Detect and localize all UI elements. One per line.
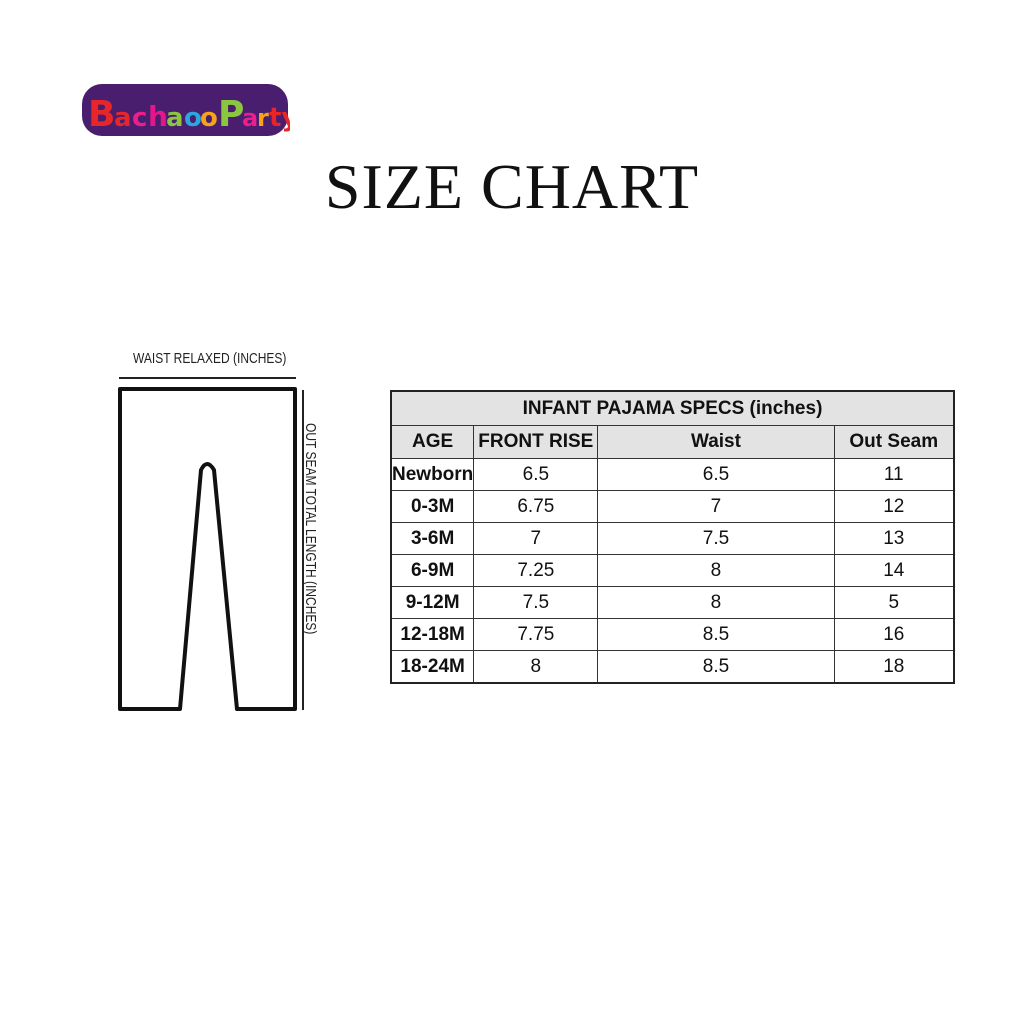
svg-text:h: h — [148, 100, 168, 133]
cell-age: 6-9M — [390, 554, 475, 587]
cell-age: 18-24M — [390, 650, 475, 684]
cell-front-rise: 7.5 — [473, 586, 599, 619]
cell-waist: 8 — [597, 586, 835, 619]
cell-age: 9-12M — [390, 586, 475, 619]
cell-front-rise: 7.75 — [473, 618, 599, 651]
table-row: 0-3M 6.75 7 12 — [390, 490, 955, 523]
header-front-rise: FRONT RISE — [473, 425, 599, 459]
cell-front-rise: 6.5 — [473, 458, 599, 491]
cell-out-seam: 16 — [833, 618, 955, 651]
svg-text:o: o — [200, 103, 218, 133]
waist-label: WAIST RELAXED (INCHES) — [133, 350, 287, 367]
cell-out-seam: 12 — [833, 490, 955, 523]
size-table: INFANT PAJAMA SPECS (inches) AGE FRONT R… — [390, 390, 955, 684]
svg-text:a: a — [242, 104, 258, 132]
cell-front-rise: 8 — [473, 650, 599, 684]
cell-out-seam: 18 — [833, 650, 955, 684]
svg-text:ty: ty — [269, 103, 290, 133]
cell-out-seam: 5 — [833, 586, 955, 619]
cell-out-seam: 13 — [833, 522, 955, 555]
cell-waist: 8.5 — [597, 618, 835, 651]
header-age: AGE — [390, 425, 475, 459]
header-out-seam: Out Seam — [833, 425, 955, 459]
table-header-row: AGE FRONT RISE Waist Out Seam — [390, 425, 955, 459]
cell-waist: 7.5 — [597, 522, 835, 555]
table-row: Newborn 6.5 6.5 11 — [390, 458, 955, 491]
svg-text:r: r — [257, 104, 269, 132]
svg-text:P: P — [218, 94, 244, 135]
cell-out-seam: 11 — [833, 458, 955, 491]
cell-front-rise: 6.75 — [473, 490, 599, 523]
cell-age: 12-18M — [390, 618, 475, 651]
cell-age: Newborn — [390, 458, 475, 491]
cell-waist: 7 — [597, 490, 835, 523]
cell-age: 3-6M — [390, 522, 475, 555]
cell-front-rise: 7.25 — [473, 554, 599, 587]
table-row: 9-12M 7.5 8 5 — [390, 586, 955, 619]
table-row: 3-6M 7 7.5 13 — [390, 522, 955, 555]
svg-text:o: o — [184, 103, 202, 133]
cell-waist: 6.5 — [597, 458, 835, 491]
cell-waist: 8 — [597, 554, 835, 587]
svg-text:B: B — [88, 94, 115, 135]
table-row: 6-9M 7.25 8 14 — [390, 554, 955, 587]
page-title: SIZE CHART — [324, 151, 700, 222]
table-caption: INFANT PAJAMA SPECS (inches) — [390, 390, 955, 426]
svg-text:c: c — [132, 103, 147, 133]
cell-front-rise: 7 — [473, 522, 599, 555]
table-row: 12-18M 7.75 8.5 16 — [390, 618, 955, 651]
svg-text:a: a — [114, 103, 132, 133]
svg-text:a: a — [166, 103, 184, 133]
cell-out-seam: 14 — [833, 554, 955, 587]
table-row: 18-24M 8 8.5 18 — [390, 650, 955, 684]
outseam-label: OUT SEAM TOTAL LENGTH (INCHES) — [302, 423, 319, 635]
brand-logo: B a c h a o o P a r ty — [82, 84, 290, 136]
pants-outline — [118, 387, 297, 711]
cell-waist: 8.5 — [597, 650, 835, 684]
header-waist: Waist — [597, 425, 835, 459]
cell-age: 0-3M — [390, 490, 475, 523]
